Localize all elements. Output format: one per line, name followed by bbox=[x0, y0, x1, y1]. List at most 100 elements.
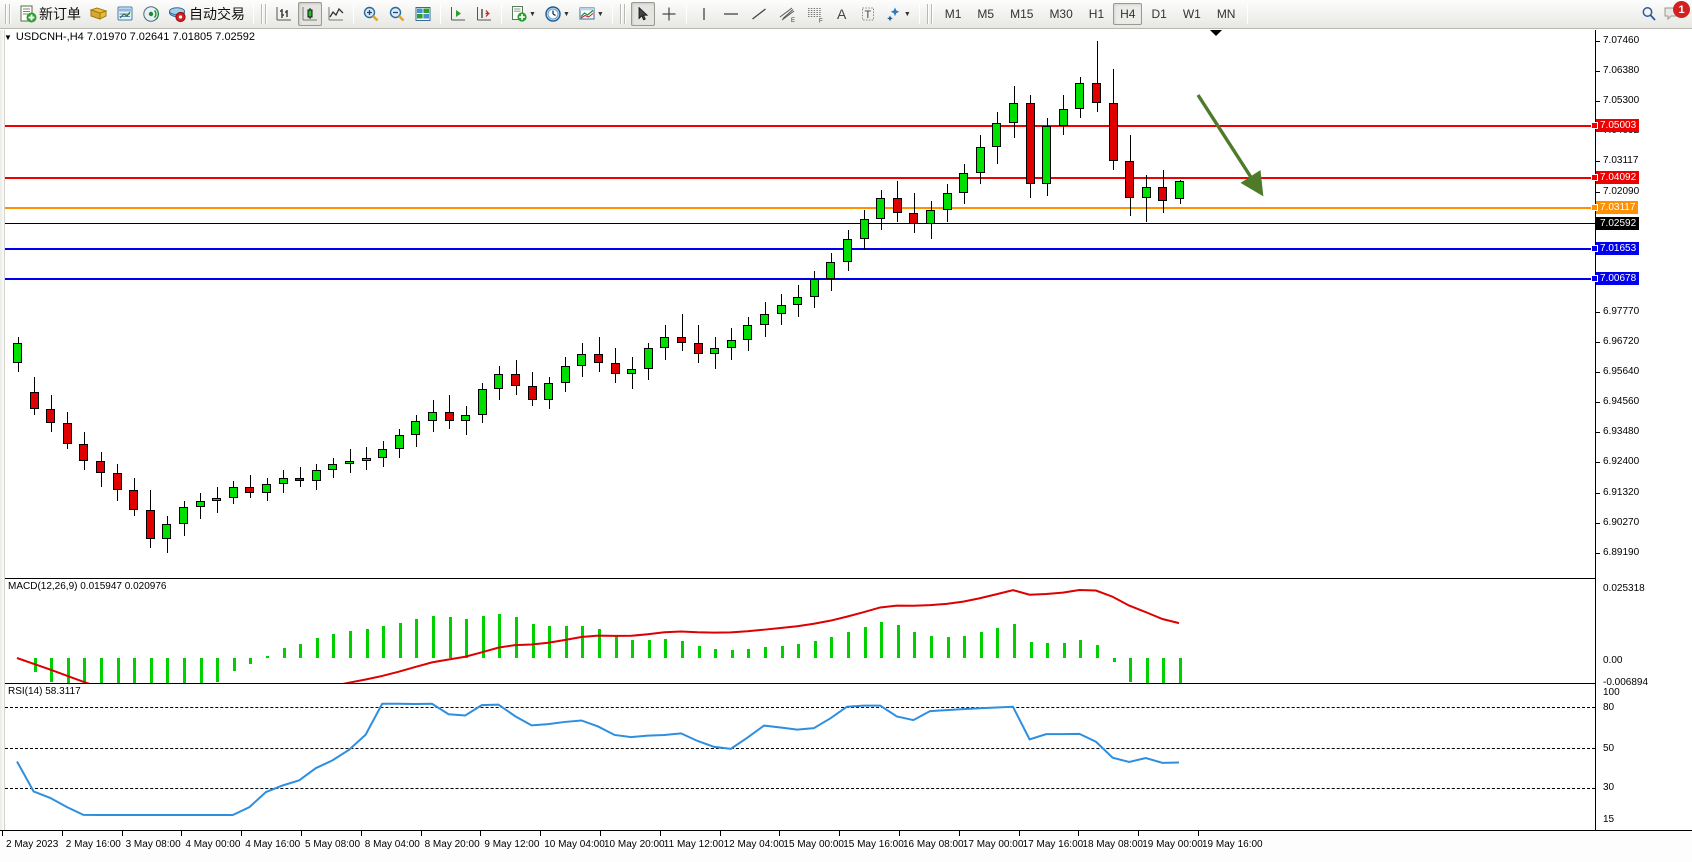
templates-chevron-down-icon[interactable]: ▼ bbox=[529, 10, 536, 18]
timeframe-m1[interactable]: M1 bbox=[944, 7, 962, 21]
price-label-resistance-1: 7.04092 bbox=[1596, 171, 1640, 184]
time-tick bbox=[779, 831, 781, 836]
timeframe-d1[interactable]: D1 bbox=[1151, 7, 1167, 21]
timeframe-h4[interactable]: H4 bbox=[1113, 3, 1143, 25]
price-line-resistance-2[interactable] bbox=[5, 125, 1595, 127]
open-data-folder-button[interactable] bbox=[86, 2, 111, 26]
templates-button[interactable]: ▼ bbox=[507, 2, 539, 26]
data-window-button[interactable] bbox=[411, 2, 435, 26]
svg-text:F: F bbox=[819, 19, 823, 24]
period-button[interactable]: ▼ bbox=[541, 2, 573, 26]
notification-button[interactable]: 1 bbox=[1662, 1, 1690, 26]
objects-button[interactable]: ▼ bbox=[882, 2, 914, 26]
equidistant-channel-button[interactable]: E bbox=[774, 2, 800, 26]
price-tick bbox=[1596, 191, 1600, 193]
down-trend-arrow-icon[interactable] bbox=[1190, 85, 1280, 205]
time-tick bbox=[301, 831, 302, 836]
macd-histogram-bar bbox=[266, 655, 269, 658]
candle-body bbox=[511, 374, 520, 386]
macd-histogram-bar bbox=[1013, 624, 1016, 658]
candle-body bbox=[677, 336, 686, 343]
crosshair-button[interactable] bbox=[657, 2, 681, 26]
macd-histogram-bar bbox=[996, 628, 1000, 658]
trend-line-button[interactable] bbox=[746, 2, 772, 26]
level-handle-resistance-1[interactable] bbox=[1591, 174, 1598, 181]
toolbar-grip[interactable] bbox=[5, 4, 12, 24]
price-tick bbox=[1596, 432, 1600, 434]
chart-menu-chevron-down-icon[interactable]: ▼ bbox=[4, 32, 12, 42]
price-line-support-1[interactable] bbox=[5, 248, 1595, 250]
level-handle-support-2[interactable] bbox=[1591, 275, 1598, 282]
time-tick-label: 9 May 12:00 bbox=[484, 839, 540, 850]
toolbar-grip-4[interactable] bbox=[926, 4, 934, 24]
macd-histogram-bar bbox=[398, 622, 402, 658]
new-order-button[interactable]: 新订单 bbox=[16, 2, 84, 26]
macd-pane[interactable]: MACD(12,26,9) 0.015947 0.020976 bbox=[5, 580, 1595, 684]
candlestick-chart-button[interactable] bbox=[298, 2, 322, 26]
candle-body bbox=[112, 472, 122, 490]
signals-button[interactable] bbox=[139, 2, 163, 26]
macd-histogram-bar bbox=[299, 643, 303, 658]
toolbar-grip-2[interactable] bbox=[261, 4, 268, 24]
candle-body bbox=[1108, 103, 1118, 161]
time-tick-label: 10 May 20:00 bbox=[604, 839, 665, 850]
cursor-icon bbox=[638, 6, 649, 21]
text-label-button[interactable]: T bbox=[856, 2, 880, 26]
timeframe-m5[interactable]: M5 bbox=[977, 7, 995, 21]
zoom-out-icon bbox=[389, 6, 405, 22]
timeframe-w1[interactable]: W1 bbox=[1182, 7, 1201, 21]
macd-histogram-bar bbox=[315, 638, 319, 658]
price-pane[interactable] bbox=[5, 30, 1595, 579]
line-chart-button[interactable] bbox=[324, 2, 348, 26]
text-button[interactable]: A bbox=[830, 2, 854, 26]
price-line-support-2[interactable] bbox=[5, 278, 1595, 280]
new-order-label: 新订单 bbox=[39, 7, 81, 23]
chart-shift-button[interactable] bbox=[446, 2, 470, 26]
chart-scroll-marker[interactable] bbox=[1210, 30, 1222, 36]
vertical-line-button[interactable] bbox=[692, 2, 716, 26]
macd-histogram-bar bbox=[631, 639, 635, 658]
toolbar-grip-3[interactable] bbox=[619, 4, 627, 24]
chart-left-scrollbar[interactable] bbox=[0, 30, 5, 862]
fibonacci-button[interactable]: F bbox=[802, 2, 828, 26]
level-handle-pivot[interactable] bbox=[1591, 204, 1598, 211]
horizontal-line-button[interactable] bbox=[718, 2, 744, 26]
price-scale[interactable]: 7.07460 7.06380 7.05300 7.04092 7.03117 7.020… bbox=[1591, 30, 1692, 830]
price-tick bbox=[1596, 311, 1600, 313]
objects-chevron-down-icon[interactable]: ▼ bbox=[903, 10, 911, 18]
level-handle-resistance-2[interactable] bbox=[1591, 122, 1598, 129]
rsi-pane[interactable]: RSI(14) 58.3117 bbox=[5, 685, 1595, 830]
indicators-chevron-down-icon[interactable]: ▼ bbox=[596, 10, 604, 18]
time-tick-label: 3 May 08:00 bbox=[125, 839, 181, 850]
auto-trading-button[interactable]: 自动交易 bbox=[165, 2, 248, 26]
price-tick bbox=[1596, 71, 1600, 73]
chart-symbol-header: ▼ USDCNH-,H4 7.01970 7.02641 7.01805 7.0… bbox=[0, 30, 255, 44]
timeframe-m15[interactable]: M15 bbox=[1010, 7, 1034, 21]
price-line-resistance-1[interactable] bbox=[5, 177, 1595, 179]
candle-body bbox=[1075, 83, 1085, 110]
period-chevron-down-icon[interactable]: ▼ bbox=[562, 10, 570, 18]
chart-area[interactable]: ▼ USDCNH-,H4 7.01970 7.02641 7.01805 7.0… bbox=[0, 29, 1692, 862]
text-icon: A bbox=[837, 6, 847, 22]
candle-body bbox=[477, 388, 487, 415]
level-handle-support-1[interactable] bbox=[1591, 245, 1598, 252]
search-button[interactable] bbox=[1637, 2, 1661, 26]
market-watch-button[interactable] bbox=[113, 2, 137, 26]
time-tick-label: 12 May 04:00 bbox=[723, 839, 785, 850]
timeframe-mn[interactable]: MN bbox=[1216, 7, 1236, 21]
crosshair-icon bbox=[662, 7, 676, 21]
macd-histogram-bar bbox=[880, 621, 884, 658]
timeframe-m30[interactable]: M30 bbox=[1049, 7, 1073, 21]
time-scale[interactable]: 2 May 2023 2 May 16:00 3 May 08:00 4 May 00… bbox=[0, 830, 1692, 862]
indicators-button[interactable]: ▼ bbox=[575, 2, 607, 26]
zoom-out-button[interactable] bbox=[385, 2, 409, 26]
price-line-pivot[interactable] bbox=[5, 207, 1595, 209]
price-tick-label: 6.97770 bbox=[1603, 305, 1640, 317]
candle-body bbox=[1175, 181, 1184, 200]
timeframe-h1[interactable]: H1 bbox=[1088, 7, 1105, 21]
auto-scroll-button[interactable] bbox=[472, 2, 496, 26]
zoom-in-button[interactable] bbox=[359, 2, 383, 26]
candle-body bbox=[843, 238, 852, 262]
bar-chart-button[interactable] bbox=[272, 2, 296, 26]
cursor-button[interactable] bbox=[630, 2, 655, 26]
